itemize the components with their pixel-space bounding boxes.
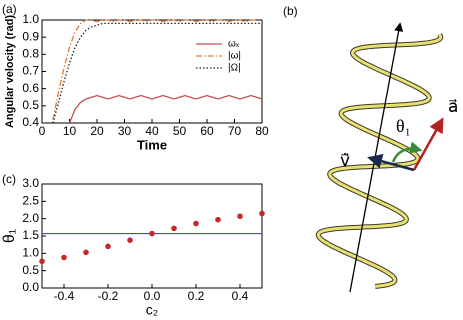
- a-label: a⃗: [448, 97, 458, 116]
- panel-label: (c): [2, 172, 16, 186]
- legend-label: |Ω|: [228, 63, 241, 74]
- point: [193, 220, 199, 227]
- x-tick-label: 20: [90, 124, 104, 138]
- acceleration-arrow: [412, 117, 444, 171]
- y-tick-label: 0.0: [22, 280, 39, 294]
- x-tick-label: -0.2: [98, 289, 119, 303]
- y-tick-label: 1.5: [22, 228, 39, 242]
- point: [259, 210, 265, 217]
- point: [105, 243, 111, 250]
- x-tick-label: 0: [39, 124, 46, 138]
- x-tick-label: 0.4: [232, 289, 249, 303]
- x-axis-label: Time: [137, 137, 167, 152]
- x-tick-label: 60: [200, 124, 214, 138]
- y-axis-label: θ₁: [1, 229, 18, 243]
- x-tick-label: 0.2: [188, 289, 205, 303]
- legend-label: ωₓ: [228, 39, 240, 50]
- panel-label: (a): [2, 2, 17, 16]
- x-tick-label: 30: [118, 124, 132, 138]
- x-axis-label: c₂: [146, 302, 158, 318]
- point: [83, 249, 89, 256]
- y-tick-label: 0.8: [22, 47, 39, 61]
- angle-label: θ₁: [396, 116, 411, 136]
- x-tick-label: 40: [145, 124, 159, 138]
- legend-label: |ω|: [228, 51, 241, 62]
- y-tick-label: 0.6: [22, 81, 39, 95]
- x-tick-label: 0.0: [144, 289, 161, 303]
- y-tick-label: 0.4: [22, 115, 39, 129]
- y-tick-label: 2.0: [22, 211, 39, 225]
- point: [39, 258, 45, 265]
- helix-tube: [316, 33, 443, 288]
- y-tick-label: 0.9: [22, 29, 39, 43]
- angle-arc: [391, 141, 423, 163]
- helix-axis: [349, 22, 404, 293]
- y-axis-label: Angular velocity (rad): [4, 15, 16, 128]
- y-tick-label: 2.5: [22, 194, 39, 208]
- x-tick-label: 80: [255, 124, 269, 138]
- point: [237, 213, 243, 220]
- helix-diagram: θ₁ a⃗ v̇⃗: [315, 22, 458, 293]
- y-tick-label: 0.5: [22, 263, 39, 277]
- point: [127, 237, 133, 243]
- v-label: v̇⃗: [340, 151, 350, 170]
- point: [149, 230, 155, 237]
- point: [171, 225, 177, 232]
- point: [215, 216, 221, 223]
- point: [61, 254, 67, 261]
- series-line: [68, 94, 263, 124]
- y-tick-label: 1.0: [22, 12, 39, 26]
- x-tick-label: 70: [228, 124, 242, 138]
- y-tick-label: 0.7: [22, 64, 39, 78]
- series-line: [52, 22, 262, 124]
- y-tick-label: 1.0: [22, 246, 39, 260]
- y-tick-label: 3.0: [22, 176, 39, 190]
- x-tick-label: 10: [63, 124, 77, 138]
- velocity-arrow: [367, 153, 415, 172]
- panel-label: (b): [283, 4, 298, 18]
- y-tick-label: 0.5: [22, 98, 39, 112]
- x-tick-label: -0.4: [54, 289, 75, 303]
- series-line: [52, 19, 263, 120]
- x-tick-label: 50: [173, 124, 187, 138]
